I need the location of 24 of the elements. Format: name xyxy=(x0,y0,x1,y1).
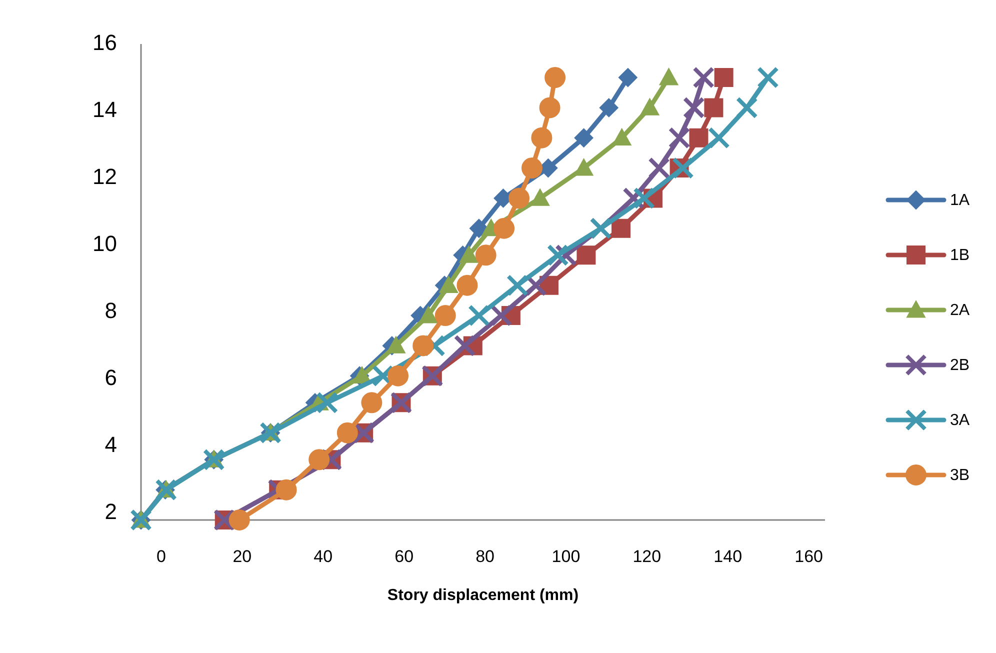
y-tick-label: 16 xyxy=(92,30,117,55)
legend-label: 2A xyxy=(950,302,970,320)
x-tick-label: 160 xyxy=(794,547,823,566)
legend-label: 3A xyxy=(950,412,970,430)
legend-label: 2B xyxy=(950,357,970,374)
y-tick-label: 10 xyxy=(92,230,117,256)
y-tick-label: 14 xyxy=(92,96,117,122)
y-tick-label: 4 xyxy=(104,432,117,458)
y-tick-label: 6 xyxy=(104,365,117,390)
x-tick-label: 140 xyxy=(714,547,742,566)
y-tick-label: 12 xyxy=(92,164,117,189)
x-tick-label: 80 xyxy=(476,547,494,566)
y-tick-label: 2 xyxy=(104,499,117,524)
x-tick-label: 20 xyxy=(232,547,252,566)
x-tick-label: 0 xyxy=(156,547,166,566)
legend-label: 1B xyxy=(950,247,970,264)
legend-label: 1A xyxy=(950,192,970,210)
y-tick-label: 8 xyxy=(104,298,117,323)
x-tick-label: 100 xyxy=(552,547,580,566)
x-axis-title: Story displacement (mm) xyxy=(387,587,579,604)
x-tick-label: 120 xyxy=(632,547,662,566)
x-tick-label: 40 xyxy=(314,547,333,566)
legend-label: 3B xyxy=(950,467,970,484)
x-tick-label: 60 xyxy=(394,547,414,566)
